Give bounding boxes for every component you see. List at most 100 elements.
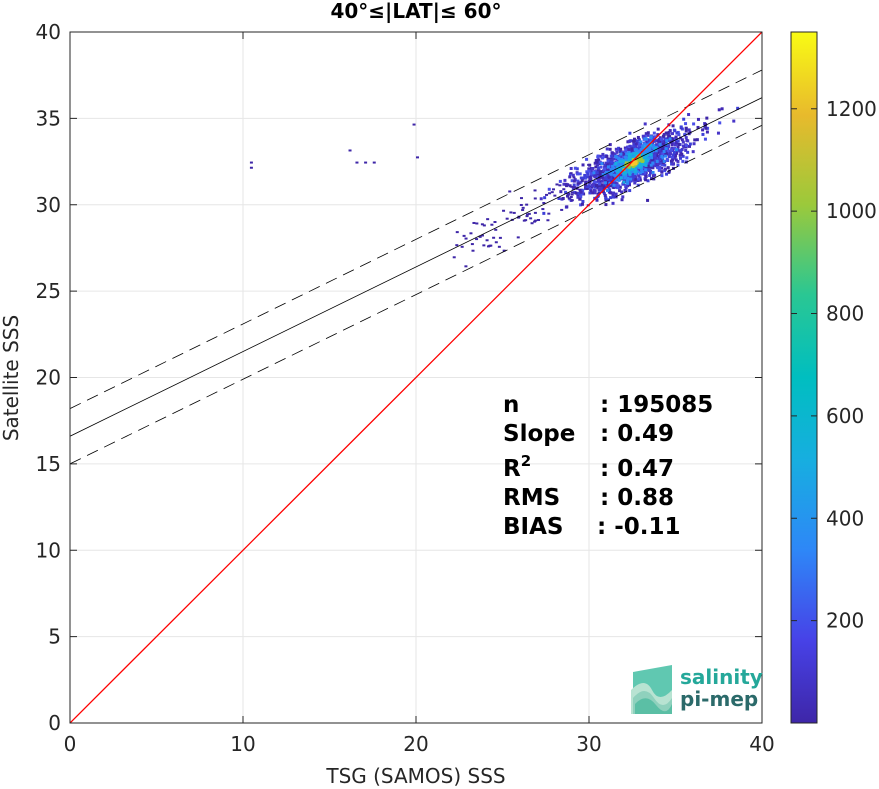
- density-cell: [601, 183, 605, 187]
- y-tick-label: 20: [36, 366, 61, 390]
- y-tick-label: 25: [36, 279, 61, 303]
- density-cell: [674, 148, 678, 152]
- y-axis-label: Satellite SSS: [0, 315, 23, 441]
- density-cell: [617, 178, 621, 182]
- density-cell: [628, 189, 632, 193]
- density-cell: [614, 178, 618, 182]
- density-cell: [681, 159, 685, 163]
- density-cell: [673, 129, 677, 133]
- density-cell: [494, 241, 498, 244]
- density-cell: [607, 179, 611, 183]
- density-cell: [668, 137, 672, 141]
- density-cell: [558, 179, 562, 183]
- density-cell: [603, 194, 607, 198]
- density-cell: [638, 171, 642, 175]
- density-cell: [412, 123, 416, 126]
- density-cell: [618, 185, 622, 189]
- density-cell: [578, 188, 582, 192]
- density-cell: [606, 159, 610, 163]
- density-cell: [631, 148, 635, 152]
- density-cell: [597, 187, 601, 191]
- density-cell: [573, 166, 577, 170]
- density-cell: [582, 176, 586, 180]
- density-cell: [614, 174, 618, 178]
- density-cell: [621, 195, 625, 199]
- density-cell: [601, 152, 605, 156]
- density-cell: [665, 157, 669, 161]
- density-cell: [578, 172, 582, 176]
- density-cell: [677, 143, 681, 147]
- y-tick-label: 0: [48, 711, 61, 735]
- colorbar-gradient: [790, 31, 818, 724]
- density-cell: [492, 236, 496, 239]
- colorbar-tick-label: 1000: [826, 199, 877, 223]
- stat-value: : 0.47: [600, 456, 674, 482]
- density-cell: [674, 158, 678, 162]
- density-cell: [614, 147, 618, 151]
- density-cell: [591, 191, 595, 195]
- density-cell: [604, 203, 608, 207]
- density-cell: [641, 144, 645, 148]
- density-cell: [643, 151, 647, 155]
- density-cell: [485, 239, 489, 242]
- density-cell: [681, 140, 685, 144]
- density-cell: [617, 167, 621, 171]
- density-cell: [640, 168, 644, 172]
- density-cell: [619, 176, 623, 180]
- density-cell: [628, 180, 632, 184]
- density-cell: [568, 184, 572, 188]
- density-cell: [624, 150, 628, 154]
- density-cell: [564, 182, 568, 186]
- density-cell: [606, 157, 610, 161]
- density-cell: [669, 148, 673, 152]
- density-cell: [610, 160, 614, 164]
- density-cell: [629, 157, 633, 161]
- colorbar-tick-label: 400: [826, 506, 864, 530]
- density-cell: [736, 106, 740, 110]
- density-cell: [563, 178, 567, 182]
- density-cell: [704, 126, 708, 130]
- density-cell: [609, 168, 613, 172]
- density-cell: [607, 190, 611, 194]
- logo-waves-icon: [631, 665, 672, 714]
- density-cell: [571, 173, 575, 177]
- density-cell: [671, 162, 675, 166]
- x-tick-label: 10: [230, 732, 255, 756]
- density-cell: [661, 156, 665, 160]
- density-cell: [637, 142, 641, 146]
- density-cell: [585, 170, 589, 174]
- density-cell: [597, 184, 601, 188]
- density-cell: [608, 143, 612, 147]
- density-cell: [651, 145, 655, 149]
- density-cell: [647, 138, 651, 142]
- density-cell: [654, 162, 658, 166]
- density-cell: [633, 179, 637, 183]
- density-cell: [668, 135, 672, 139]
- density-cell: [638, 178, 642, 182]
- density-cell: [618, 159, 622, 163]
- density-cell: [664, 152, 668, 156]
- density-cell: [659, 161, 663, 165]
- density-cell: [597, 170, 601, 174]
- density-cell: [680, 138, 684, 142]
- density-cell: [632, 154, 636, 158]
- density-cloud: [249, 106, 740, 268]
- density-cell: [525, 203, 529, 206]
- density-cell: [663, 140, 667, 144]
- density-cell: [486, 245, 490, 248]
- density-cell: [249, 166, 253, 169]
- density-cell: [537, 219, 541, 222]
- density-cell: [652, 143, 656, 147]
- density-cell: [606, 188, 610, 192]
- density-cell: [616, 161, 620, 165]
- density-cell: [587, 167, 591, 171]
- regression-lines: [70, 32, 762, 723]
- density-cell: [608, 188, 612, 192]
- density-cell: [567, 192, 571, 196]
- density-cell: [643, 122, 647, 126]
- density-cell: [631, 169, 635, 173]
- density-cell: [644, 163, 648, 167]
- fit-lower-line: [70, 124, 762, 465]
- density-cell: [671, 158, 675, 162]
- density-cell: [595, 198, 599, 202]
